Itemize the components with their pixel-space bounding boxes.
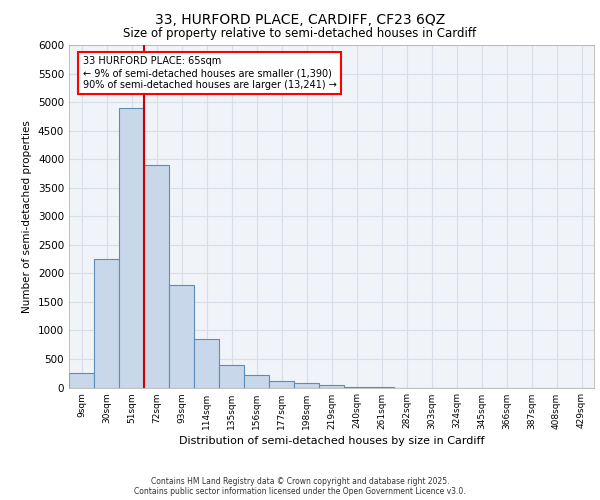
X-axis label: Distribution of semi-detached houses by size in Cardiff: Distribution of semi-detached houses by …	[179, 436, 484, 446]
Text: 33 HURFORD PLACE: 65sqm
← 9% of semi-detached houses are smaller (1,390)
90% of : 33 HURFORD PLACE: 65sqm ← 9% of semi-det…	[83, 56, 337, 90]
Bar	[94, 259, 119, 388]
Bar	[244, 375, 269, 388]
Bar	[119, 108, 144, 388]
Text: Size of property relative to semi-detached houses in Cardiff: Size of property relative to semi-detach…	[124, 28, 476, 40]
Bar	[144, 165, 169, 388]
Y-axis label: Number of semi-detached properties: Number of semi-detached properties	[22, 120, 32, 312]
Bar	[69, 373, 94, 388]
Bar	[219, 364, 244, 388]
Bar	[294, 383, 319, 388]
Bar	[269, 380, 294, 388]
Text: 33, HURFORD PLACE, CARDIFF, CF23 6QZ: 33, HURFORD PLACE, CARDIFF, CF23 6QZ	[155, 12, 445, 26]
Text: Contains HM Land Registry data © Crown copyright and database right 2025.
Contai: Contains HM Land Registry data © Crown c…	[134, 476, 466, 496]
Bar	[319, 384, 344, 388]
Bar	[169, 285, 194, 388]
Bar	[194, 339, 219, 388]
